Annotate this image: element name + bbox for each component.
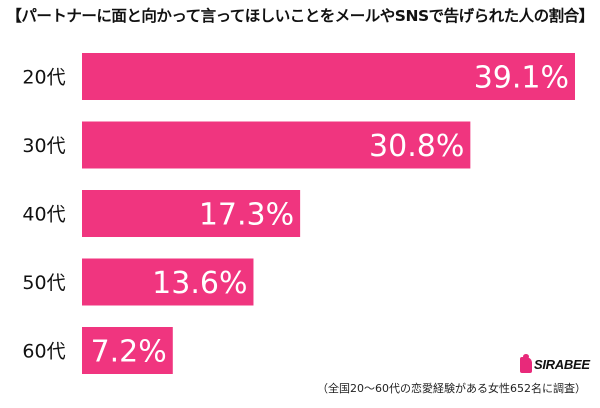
bar [82,190,301,237]
logo-dot [523,354,529,359]
value-label: 39.1% [474,61,569,96]
category-label: 50代 [22,272,65,294]
i-logo-icon [520,357,532,373]
bar [82,258,254,306]
value-label: 30.8% [369,129,464,164]
bar [82,121,471,169]
sirabee-logo: SIRABEE [520,354,590,376]
footnote: （全国20〜60代の恋愛経験がある女性652名に調査） [317,382,586,395]
bar [82,327,173,374]
value-label: 17.3% [199,198,294,233]
category-label: 20代 [22,67,65,89]
value-label: 7.2% [91,335,167,370]
chart-title: 【パートナーに面と向かって言ってほしいことをメールやSNSで告げられた人の割合】 [6,7,594,25]
logo-text: SIRABEE [534,357,590,372]
category-label: 60代 [22,341,65,363]
category-label: 30代 [22,135,65,157]
value-label: 13.6% [152,266,247,301]
bar [82,53,575,100]
category-label: 40代 [22,204,65,226]
